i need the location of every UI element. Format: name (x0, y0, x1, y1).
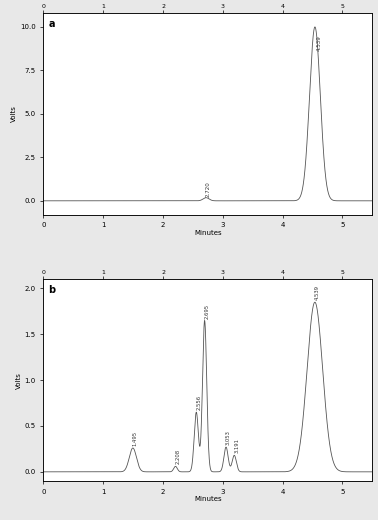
Text: 2.720: 2.720 (205, 181, 211, 197)
Text: 2.556: 2.556 (196, 395, 201, 410)
Text: a: a (48, 19, 55, 29)
Text: 4.539: 4.539 (317, 35, 322, 51)
Text: 3.053: 3.053 (226, 431, 231, 445)
X-axis label: Minutes: Minutes (194, 496, 222, 502)
Text: 2.208: 2.208 (175, 449, 180, 464)
Y-axis label: Volts: Volts (11, 106, 17, 122)
Text: 3.191: 3.191 (234, 438, 239, 453)
Y-axis label: Volts: Volts (16, 372, 22, 388)
Text: 1.495: 1.495 (133, 431, 138, 446)
Text: 2.695: 2.695 (204, 304, 209, 319)
Text: 4.539: 4.539 (315, 285, 320, 301)
X-axis label: Minutes: Minutes (194, 230, 222, 236)
Text: b: b (48, 285, 56, 295)
